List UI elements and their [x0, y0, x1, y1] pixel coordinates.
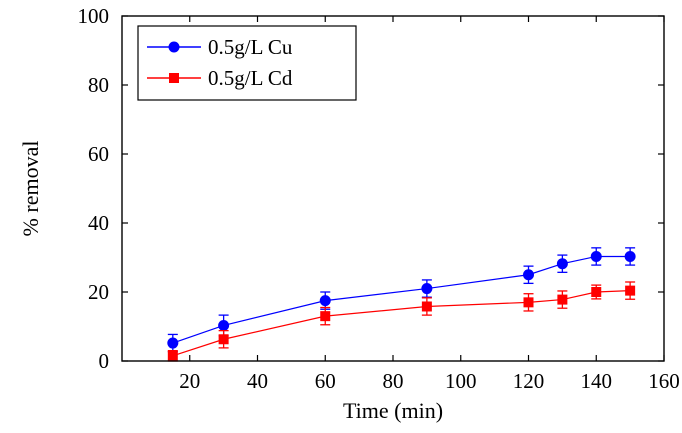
x-tick-label: 20: [179, 369, 200, 393]
x-tick-label: 140: [581, 369, 613, 393]
data-point: [556, 258, 568, 270]
data-point: [218, 334, 229, 345]
data-point: [218, 319, 230, 331]
data-point: [523, 297, 534, 308]
legend-marker: [169, 73, 179, 83]
y-tick-label: 0: [99, 349, 110, 373]
plot-frame: [121, 15, 665, 362]
data-point: [591, 287, 602, 297]
legend-label: 0.5g/L Cd: [208, 66, 293, 90]
x-tick-label: 160: [648, 369, 680, 393]
data-point: [320, 311, 331, 322]
x-tick-label: 40: [247, 369, 268, 393]
labels-layer: Time (min) % removal: [18, 141, 443, 423]
y-tick-label: 60: [88, 142, 109, 166]
legend: 0.5g/L Cu 0.5g/L Cd: [137, 25, 357, 101]
data-point: [590, 250, 602, 262]
legend-entry: 0.5g/L Cd: [147, 66, 293, 90]
data-point: [167, 337, 179, 349]
x-tick-label: 120: [513, 369, 545, 393]
series-line: [172, 255, 631, 344]
x-tick-label: 80: [383, 369, 404, 393]
x-tick-label: 100: [445, 369, 477, 393]
data-point: [523, 269, 534, 281]
series-2: [167, 281, 636, 362]
ticks-layer: 20 40 60 80 100 120 140 160 0 20 40 60 80 100: [78, 4, 680, 393]
legend-box: [137, 25, 357, 101]
data-point: [319, 295, 331, 307]
y-tick-label: 40: [88, 211, 109, 235]
y-tick-label: 80: [88, 73, 109, 97]
data-point: [624, 250, 636, 262]
data-point: [625, 285, 636, 296]
y-axis-title: % removal: [18, 141, 43, 237]
legend-entry: 0.5g/L Cu: [147, 35, 293, 59]
data-point: [421, 283, 433, 295]
series-layer: [167, 247, 636, 362]
legend-marker: [168, 41, 180, 53]
data-point: [421, 301, 432, 312]
x-tick-label: 60: [315, 369, 336, 393]
data-point: [167, 350, 178, 361]
series-line: [172, 290, 631, 357]
legend-label: 0.5g/L Cu: [208, 35, 293, 59]
y-tick-label: 20: [88, 280, 109, 304]
y-tick-label: 100: [78, 4, 110, 28]
legend-entries: 0.5g/L Cu 0.5g/L Cd: [147, 35, 293, 90]
data-point: [557, 294, 568, 305]
x-axis-title: Time (min): [343, 398, 443, 423]
